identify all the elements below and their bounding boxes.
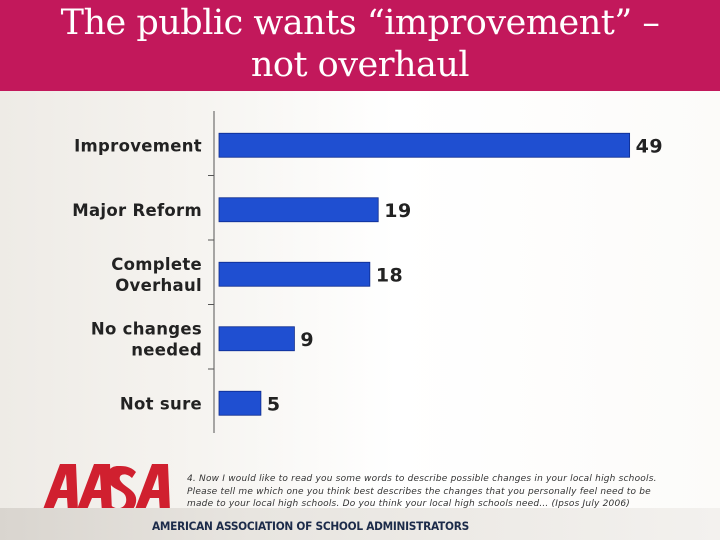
- footnote-line-2: Please tell me which one you think best …: [187, 486, 651, 497]
- footnote-line-3: made to your local high schools. Do you …: [187, 499, 631, 509]
- bar-chart: Improvement 49 Major Reform 19 Complete Overh…: [72, 111, 663, 433]
- category-label-0-0: Improvement: [74, 136, 202, 155]
- category-label-2-0: Complete: [111, 255, 202, 274]
- value-label-1: 19: [384, 200, 411, 222]
- organization-band: [0, 508, 720, 540]
- organization-name: AMERICAN ASSOCIATION OF SCHOOL ADMINISTR…: [152, 519, 469, 533]
- title-line-1: The public wants “improvement” –: [60, 3, 660, 43]
- bar-1: [218, 197, 379, 223]
- bar-2: [218, 261, 371, 287]
- value-label-3: 9: [300, 329, 314, 351]
- value-label-0: 49: [636, 135, 663, 157]
- value-label-4: 5: [267, 393, 281, 415]
- survey-footnote: 4. Now I would like to read you some wor…: [187, 473, 707, 511]
- bar-4: [218, 390, 262, 416]
- title-line-2: not overhaul: [250, 45, 470, 85]
- category-label-3-1: needed: [131, 340, 202, 359]
- category-label-2-1: Overhaul: [115, 276, 202, 295]
- title-bar: [0, 0, 720, 91]
- footnote-line-1: 4. Now I would like to read you some wor…: [187, 474, 657, 484]
- category-label-4-0: Not sure: [120, 394, 202, 413]
- value-label-2: 18: [376, 264, 403, 286]
- category-label-3-0: No changes: [91, 319, 202, 338]
- slide-title: The public wants “improvement” – not ove…: [0, 2, 720, 86]
- category-label-1-0: Major Reform: [72, 201, 202, 220]
- bar-0: [218, 132, 631, 158]
- bar-3: [218, 326, 295, 352]
